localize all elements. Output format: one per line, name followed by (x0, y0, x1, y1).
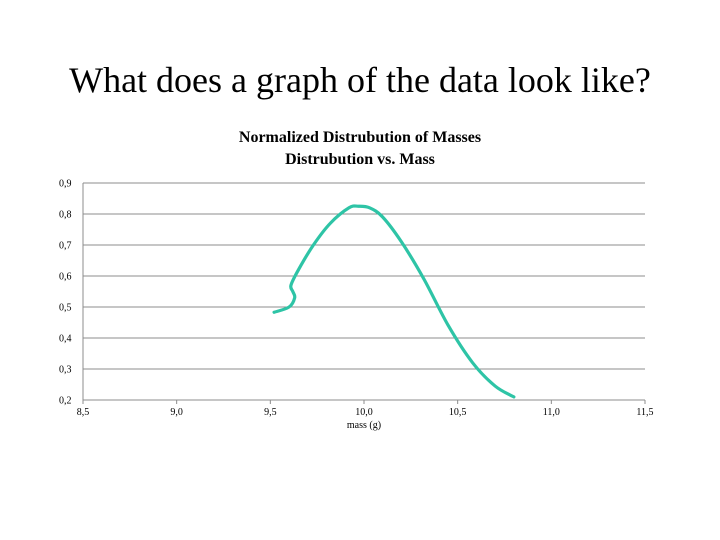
x-tick-label: 8,5 (77, 407, 90, 418)
y-axis-tick-labels: 0,2 0,3 0,4 0,5 0,6 0,7 0,8 0,9 (59, 179, 72, 407)
y-tick-label: 0,4 (59, 334, 72, 345)
y-tick-label: 0,3 (59, 365, 72, 376)
x-tick-label: 11,0 (543, 407, 560, 418)
slide-title: What does a graph of the data look like? (69, 60, 651, 100)
x-tick-label: 9,0 (170, 407, 183, 418)
x-tick-label: 10,0 (355, 407, 373, 418)
y-tick-label: 0,5 (59, 303, 72, 314)
chart-title: Normalized Distrubution of Masses (238, 129, 482, 146)
gridlines (83, 182, 645, 370)
series-layer (272, 204, 516, 399)
y-tick-label: 0,2 (59, 396, 72, 407)
x-tick-label: 9,5 (264, 407, 277, 418)
axes (82, 183, 646, 404)
x-axis-tick-labels: 8,5 9,0 9,5 10,0 10,5 11,0 11,5 (77, 407, 654, 418)
x-tick-label: 10,5 (449, 407, 467, 418)
y-tick-label: 0,8 (59, 210, 72, 221)
x-axis-title: mass (g) (347, 420, 381, 431)
chart-subtitle: Distrubution vs. Mass (285, 151, 435, 168)
x-tick-label: 11,5 (636, 407, 653, 418)
y-tick-label: 0,7 (59, 241, 72, 252)
series-line (272, 204, 516, 399)
y-tick-label: 0,6 (59, 272, 72, 283)
y-tick-label: 0,9 (59, 179, 72, 190)
